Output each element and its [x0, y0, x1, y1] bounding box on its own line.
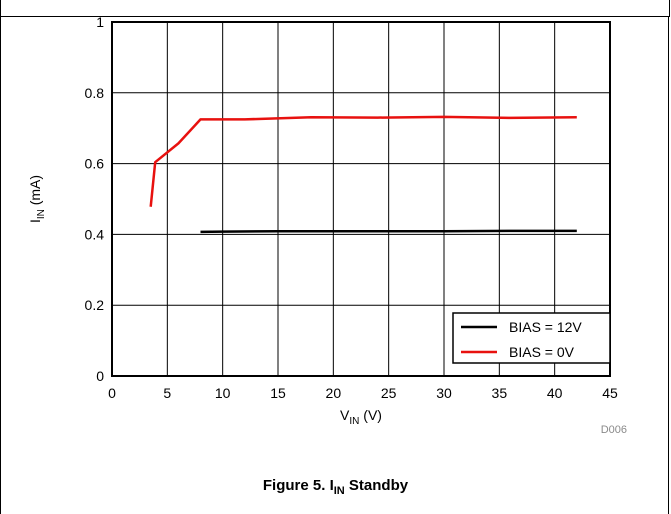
right-border — [668, 16, 669, 514]
x-tick-label: 35 — [492, 385, 508, 401]
x-axis-label: VIN (V) — [340, 407, 382, 427]
series-lines — [149, 115, 577, 234]
y-axis-label-unit: (mA) — [27, 175, 43, 209]
y-tick-label: 0.6 — [85, 156, 105, 172]
x-tick-labels: 0 5 10 15 20 25 30 35 40 45 — [108, 385, 618, 401]
legend: BIAS = 12V BIAS = 0V — [452, 312, 611, 364]
x-tick-label: 10 — [215, 385, 231, 401]
caption-suffix: Standby — [344, 477, 409, 494]
caption-prefix: Figure 5. I — [262, 477, 334, 494]
line-chart: 0 5 10 15 20 25 30 35 40 45 0 0.2 0.4 0.6 0.8 1 IIN (m… — [27, 14, 627, 436]
x-tick-label: 15 — [270, 385, 286, 401]
y-tick-label: 0.2 — [85, 297, 105, 313]
legend-label-bias-0v: BIAS = 0V — [509, 344, 575, 360]
x-axis-label-unit: (V) — [359, 407, 382, 423]
x-tick-label: 5 — [163, 385, 171, 401]
legend-label-bias-12v: BIAS = 12V — [509, 319, 582, 335]
x-axis-label-sub: IN — [349, 416, 359, 427]
left-border — [0, 16, 1, 514]
y-tick-label: 0 — [96, 368, 104, 384]
caption-sub: IN — [333, 485, 345, 497]
y-tick-label: 1 — [96, 14, 104, 30]
x-tick-label: 30 — [436, 385, 452, 401]
figure-caption: Figure 5. IIN Standby — [0, 477, 671, 497]
header-frame — [0, 0, 670, 17]
y-axis-label: IIN (mA) — [27, 175, 47, 223]
y-tick-label: 0.8 — [85, 85, 105, 101]
plot-frame — [111, 21, 611, 377]
x-tick-label: 40 — [547, 385, 563, 401]
grid — [112, 22, 610, 376]
y-axis-label-sub: IN — [36, 209, 47, 219]
x-tick-label: 45 — [602, 385, 618, 401]
x-tick-label: 25 — [381, 385, 397, 401]
x-tick-label: 20 — [326, 385, 342, 401]
series-line-bias-0v — [149, 115, 577, 207]
series-line-bias-12v — [200, 229, 577, 234]
legend-box — [452, 312, 611, 364]
figure-code: D006 — [601, 424, 627, 436]
y-tick-labels: 0 0.2 0.4 0.6 0.8 1 — [85, 14, 105, 384]
x-tick-label: 0 — [108, 385, 116, 401]
y-tick-label: 0.4 — [85, 226, 105, 242]
